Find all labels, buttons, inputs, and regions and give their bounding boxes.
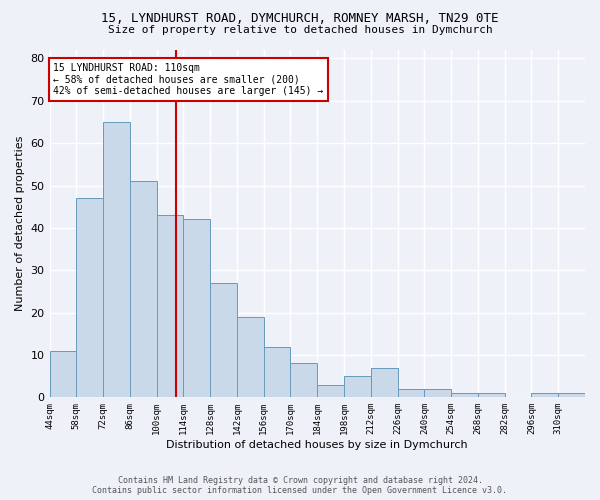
Bar bbox=[50, 350, 76, 398]
Bar bbox=[371, 368, 398, 398]
Text: Size of property relative to detached houses in Dymchurch: Size of property relative to detached ho… bbox=[107, 25, 493, 35]
Text: Contains HM Land Registry data © Crown copyright and database right 2024.
Contai: Contains HM Land Registry data © Crown c… bbox=[92, 476, 508, 495]
Y-axis label: Number of detached properties: Number of detached properties bbox=[15, 136, 25, 312]
Bar bbox=[317, 384, 344, 398]
Text: 15, LYNDHURST ROAD, DYMCHURCH, ROMNEY MARSH, TN29 0TE: 15, LYNDHURST ROAD, DYMCHURCH, ROMNEY MA… bbox=[101, 12, 499, 26]
Bar bbox=[290, 364, 317, 398]
Bar bbox=[344, 376, 371, 398]
Bar bbox=[398, 389, 424, 398]
Bar bbox=[532, 393, 558, 398]
Bar bbox=[424, 389, 451, 398]
Bar bbox=[451, 393, 478, 398]
Bar bbox=[184, 220, 210, 398]
Bar bbox=[558, 393, 585, 398]
Bar bbox=[210, 283, 237, 398]
Bar bbox=[76, 198, 103, 398]
Bar bbox=[130, 182, 157, 398]
Bar bbox=[103, 122, 130, 398]
X-axis label: Distribution of detached houses by size in Dymchurch: Distribution of detached houses by size … bbox=[166, 440, 468, 450]
Bar bbox=[264, 346, 290, 398]
Bar bbox=[478, 393, 505, 398]
Text: 15 LYNDHURST ROAD: 110sqm
← 58% of detached houses are smaller (200)
42% of semi: 15 LYNDHURST ROAD: 110sqm ← 58% of detac… bbox=[53, 62, 323, 96]
Bar bbox=[157, 215, 184, 398]
Bar bbox=[237, 317, 264, 398]
